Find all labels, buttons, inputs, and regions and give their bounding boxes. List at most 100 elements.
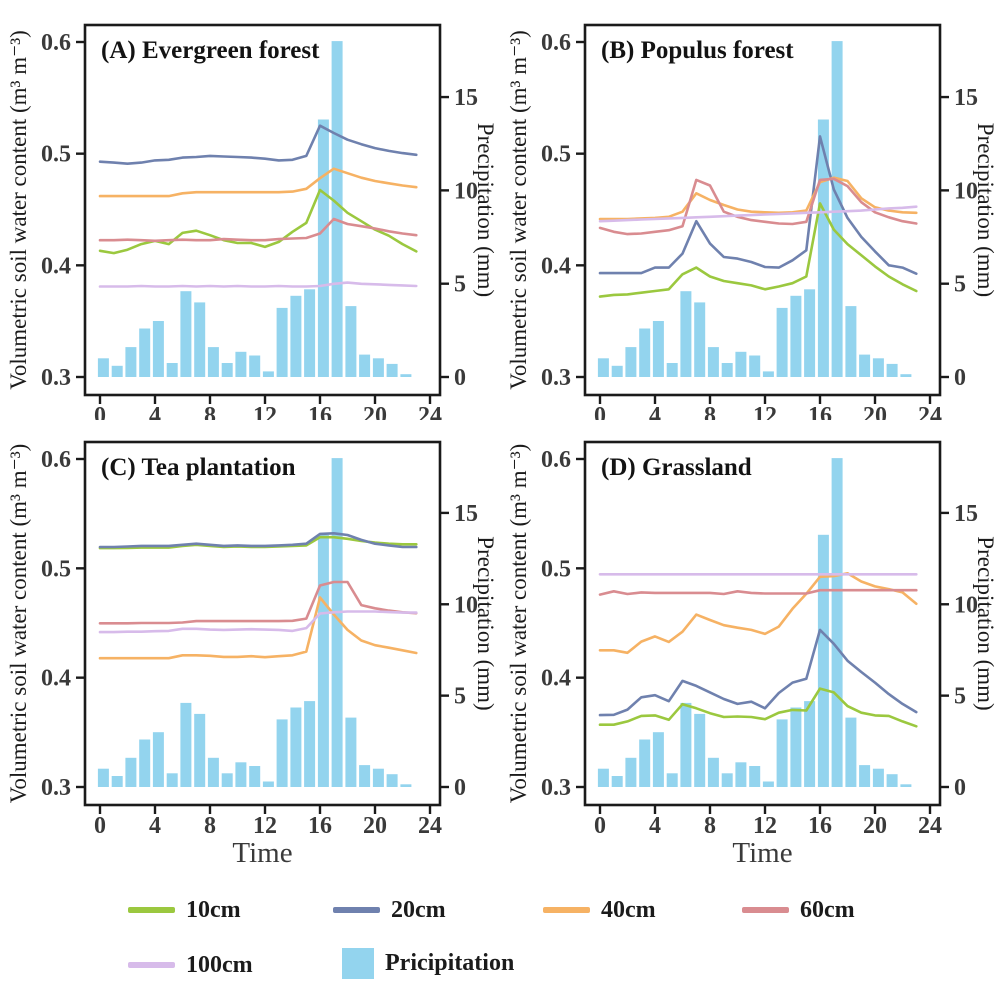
panel-a-left-tick-label-0.4: 0.4 (41, 253, 71, 279)
panel-b-left-tick-label-0.5: 0.5 (541, 142, 571, 168)
legend-label-100cm: 100cm (186, 952, 253, 978)
panel-d-x-axis-title-time: Time (732, 837, 792, 869)
panel-c-precip-bar-h18 (345, 717, 357, 787)
legend-swatch-40cm-line (543, 907, 590, 913)
panel-d-left-axis-title: Volumetric soil water content (m³ m⁻³) (506, 444, 531, 804)
panel-a-precip-bar-h22 (400, 374, 412, 377)
panel-d-precip-bar-h18 (845, 717, 857, 787)
panel-c-x-tick-label-20: 20 (363, 813, 387, 839)
panel-d-precip-bar-h15 (804, 701, 816, 787)
panel-a-plot-frame (83, 23, 442, 397)
panel-a-precip-bar-h15 (304, 289, 316, 377)
panel-b-left-tick-label-0.4: 0.4 (541, 253, 571, 279)
panel-d-x-tick-label-24: 24 (918, 813, 942, 839)
panel-d-line-40cm (598, 572, 918, 655)
panel-d-precip-bar-h0 (597, 768, 609, 787)
panel-a-precip-bar-h2 (125, 347, 137, 377)
panel-b-precip-bar-h4 (652, 321, 664, 377)
panel-a-precip-bar-h14 (290, 295, 302, 377)
panel-a-precip-bar-h12 (262, 371, 274, 377)
panel-d-right-tick-label-10: 10 (954, 592, 978, 618)
panel-d-precip-bar-h4 (652, 732, 664, 787)
panel-b-precip-bar-h9 (721, 363, 733, 377)
panel-b-right-axis-title: Precipitation (mm) (973, 123, 998, 297)
panel-a-line-100cm (98, 281, 418, 288)
panel-d-right-tick-label-5: 5 (954, 684, 966, 710)
legend-swatch-20cm-line (333, 907, 380, 913)
panel-d-precip-bar-h10 (735, 762, 747, 787)
panel-a-right-tick-label-5: 5 (454, 272, 466, 298)
panel-d-precip-bar-h1 (611, 776, 623, 787)
panel-a-precip-bar-h7 (194, 302, 206, 377)
panel-d-precip-bar-h17 (831, 458, 843, 787)
panel-d-x-tick-label-20: 20 (863, 813, 887, 839)
panel-c-x-tick-label-12: 12 (253, 813, 277, 839)
panel-c-precip-bar-h9 (221, 773, 233, 787)
panel-b-precip-bar-h0 (597, 358, 609, 377)
panel-d-right-tick-label-15: 15 (954, 501, 978, 527)
panel-b-line-60cm (598, 177, 918, 236)
panel-b-line-100cm (598, 205, 918, 223)
panel-c-line-100cm (98, 610, 418, 634)
panel-c-precip-bar-h1 (111, 776, 123, 787)
panel-d-precip-bar-h19 (859, 765, 871, 787)
panel-d-x-tick-label-12: 12 (753, 813, 777, 839)
panel-c-right-tick-label-5: 5 (454, 684, 466, 710)
panel-b-populus-forest-chart: 0.3 0.4 0.5 0.6 0 5 10 15 0 4 8 12 16 20 24 (B) Populus… (506, 23, 998, 420)
panel-b-right-tick-label-0: 0 (954, 365, 966, 391)
panel-b-left-tick-label-0.6: 0.6 (541, 30, 571, 56)
panel-b-right-tick-label-15: 15 (954, 85, 978, 111)
panel-a-x-tick-label-12: 12 (253, 403, 277, 420)
panel-b-right-tick-label-5: 5 (954, 272, 966, 298)
panel-c-precip-bar-h3 (139, 739, 151, 787)
panel-b-precip-bar-h22 (900, 374, 912, 377)
panel-a-precip-bar-h16 (317, 119, 329, 377)
legend-item-10cm: 10cm (128, 895, 241, 925)
panel-c-tea-plantation-chart: 0.3 0.4 0.5 0.6 0 5 10 15 0 4 8 12 16 20 24 (C) Tea pla… (6, 440, 498, 869)
panel-b-x-tick-label-12: 12 (753, 403, 777, 420)
panel-d-right-axis-title: Precipitation (mm) (973, 536, 998, 710)
panel-c-plot-frame (83, 440, 442, 807)
legend-item-100cm: 100cm (128, 950, 253, 980)
panel-b-precip-bar-h20 (872, 358, 884, 377)
panel-c-x-tick-label-4: 4 (149, 813, 161, 839)
panel-a-precip-bar-h8 (207, 347, 219, 377)
panel-a-precip-bar-h6 (180, 291, 192, 377)
legend-label-20cm: 20cm (391, 897, 446, 923)
panel-a-line-20cm (98, 124, 418, 165)
panel-c-left-tick-label-0.3: 0.3 (41, 775, 71, 801)
legend-swatch-10cm-line (128, 907, 175, 913)
panel-c-precip-bar-h22 (400, 784, 412, 787)
panel-b-precip-bar-h5 (666, 363, 678, 377)
panel-a-precip-bar-h13 (276, 307, 288, 377)
panel-d-title: (D) Grassland (601, 454, 752, 481)
panel-c-x-tick-label-24: 24 (418, 813, 442, 839)
panel-c-precip-bar-h0 (97, 768, 109, 787)
panel-a-right-tick-label-10: 10 (454, 178, 478, 204)
panel-b-precip-bar-h17 (831, 41, 843, 377)
panel-b-precip-bar-h8 (707, 347, 719, 377)
panel-c-precip-bar-h2 (125, 757, 137, 787)
panel-c-precip-bar-h7 (194, 713, 206, 787)
panel-c-line-60cm (98, 580, 418, 625)
panel-d-x-tick-label-8: 8 (704, 813, 716, 839)
panel-d-right-tick-label-0: 0 (954, 775, 966, 801)
legend-swatch-precipitation-square (342, 947, 374, 979)
panel-c-precip-bar-h5 (166, 773, 178, 787)
panel-d-x-tick-label-0: 0 (594, 813, 606, 839)
panel-c-left-axis-title: Volumetric soil water content (m³ m⁻³) (6, 444, 31, 804)
panel-d-plot-frame (583, 440, 942, 807)
panel-c-title: (C) Tea plantation (101, 454, 296, 481)
panel-a-precip-bar-h5 (166, 363, 178, 377)
panel-a-precip-bar-h1 (111, 365, 123, 377)
legend-swatch-100cm-line (128, 962, 175, 968)
panel-d-precip-bar-h20 (872, 768, 884, 787)
legend-label-40cm: 40cm (601, 897, 656, 923)
panel-a-precip-bar-h18 (345, 306, 357, 377)
panel-c-right-tick-label-0: 0 (454, 775, 466, 801)
panel-d-precip-bar-h22 (900, 784, 912, 787)
panel-a-precip-bar-h11 (249, 355, 261, 377)
panel-d-precip-bar-h14 (790, 707, 802, 787)
panel-b-title: (B) Populus forest (601, 37, 794, 64)
